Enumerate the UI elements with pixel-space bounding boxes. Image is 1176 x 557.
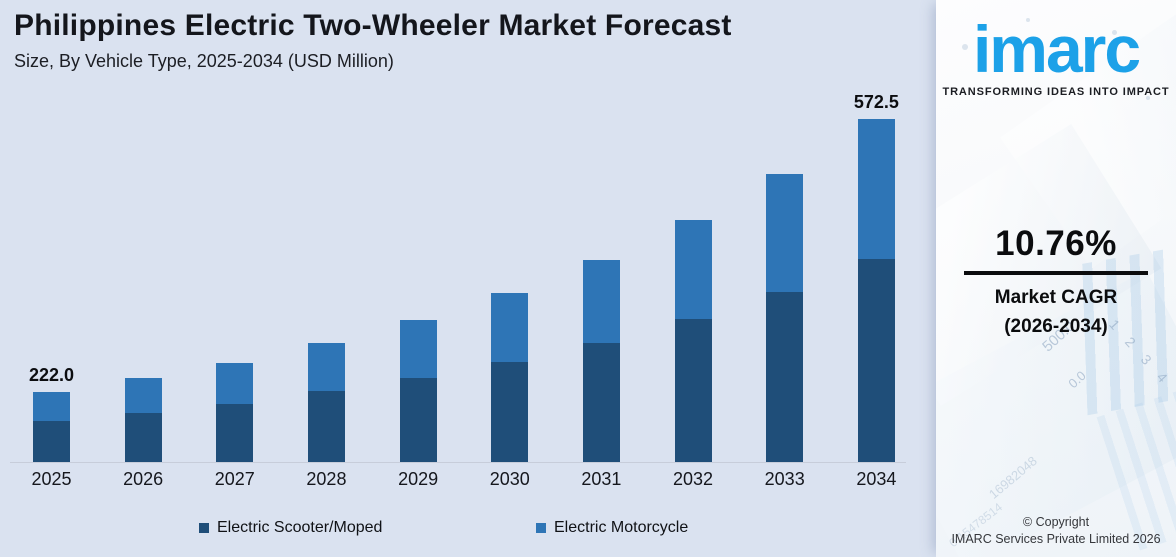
- x-axis-label-2031: 2031: [581, 469, 622, 489]
- bar-segment-scooter-2028: [307, 391, 345, 462]
- bar-2034: [857, 119, 895, 462]
- bar-segment-motorcycle-2026: [124, 378, 162, 413]
- bar-segment-motorcycle-2030: [491, 293, 529, 362]
- x-axis-label-2029: 2029: [398, 469, 439, 489]
- legend-marker-motorcycle-icon: [536, 523, 546, 533]
- imarc-logo-wordmark: imarc: [972, 12, 1141, 86]
- bar-2025: [33, 392, 70, 462]
- bar-segment-motorcycle-2032: [674, 220, 712, 319]
- bar-2033: [766, 174, 804, 462]
- watermark-text: 0.0: [1065, 367, 1089, 392]
- watermark-dot: [1026, 18, 1030, 22]
- cagr-block: 10.76% Market CAGR (2026-2034): [936, 224, 1176, 338]
- cagr-value: 10.76%: [995, 224, 1117, 263]
- legend-item-scooter: Electric Scooter/Moped: [199, 519, 382, 537]
- cagr-label: Market CAGR: [994, 287, 1118, 308]
- bar-segment-scooter-2032: [674, 319, 712, 462]
- bar-segment-scooter-2026: [124, 413, 162, 462]
- x-axis-label-2028: 2028: [306, 469, 347, 489]
- copyright-line1: © Copyright: [1022, 515, 1090, 529]
- x-axis-label-2025: 2025: [31, 469, 72, 489]
- cagr-period: (2026-2034): [1004, 316, 1108, 337]
- imarc-logo: imarc TRANSFORMING IDEAS INTO IMPACT: [936, 0, 1176, 98]
- x-axis-label-2032: 2032: [673, 469, 714, 489]
- cagr-underline: [964, 271, 1148, 275]
- watermark-dot: [1112, 30, 1117, 35]
- legend-item-motorcycle: Electric Motorcycle: [536, 519, 688, 537]
- bar-2030: [491, 293, 529, 462]
- x-axis-label-2027: 2027: [214, 469, 255, 489]
- bar-2028: [307, 343, 345, 462]
- bar-2029: [399, 320, 437, 462]
- value-label-2025: 222.0: [28, 365, 75, 385]
- page-subtitle: Size, By Vehicle Type, 2025-2034 (USD Mi…: [14, 51, 394, 71]
- bar-segment-motorcycle-2034: [857, 119, 895, 259]
- bar-segment-scooter-2033: [766, 292, 804, 462]
- legend-label-scooter: Electric Scooter/Moped: [217, 519, 383, 536]
- bar-segment-scooter-2025: [33, 421, 70, 462]
- bar-2031: [582, 260, 620, 462]
- bar-segment-motorcycle-2033: [766, 174, 804, 292]
- bar-segment-motorcycle-2029: [399, 320, 437, 378]
- x-axis-label-2034: 2034: [856, 469, 897, 489]
- bar-segment-motorcycle-2025: [33, 392, 70, 421]
- bar-segment-scooter-2031: [582, 343, 620, 462]
- watermark-text: 16982048: [985, 453, 1040, 502]
- brand-panel: 500.0 0.0 1 2 3 4 16982048 0.15478514 im…: [936, 0, 1176, 557]
- bar-2032: [674, 220, 712, 462]
- bar-segment-motorcycle-2028: [307, 343, 345, 391]
- copyright-line2: IMARC Services Private Limited 2026: [951, 532, 1161, 546]
- page-title: Philippines Electric Two-Wheeler Market …: [14, 9, 732, 42]
- x-axis-label-2033: 2033: [764, 469, 805, 489]
- value-label-2034: 572.5: [853, 92, 899, 112]
- bar-2026: [124, 378, 162, 462]
- x-axis-label-2030: 2030: [489, 469, 530, 489]
- bar-2027: [216, 363, 254, 462]
- copyright-notice: © Copyright IMARC Services Private Limit…: [936, 514, 1176, 548]
- chart-section: Philippines Electric Two-Wheeler Market …: [10, 9, 906, 537]
- imarc-logo-tagline: TRANSFORMING IDEAS INTO IMPACT: [942, 86, 1170, 98]
- legend-label-motorcycle: Electric Motorcycle: [554, 519, 689, 536]
- bar-segment-motorcycle-2027: [216, 363, 254, 404]
- bar-segment-motorcycle-2031: [582, 260, 620, 343]
- legend-marker-scooter-icon: [199, 523, 209, 533]
- bar-segment-scooter-2030: [491, 362, 529, 462]
- watermark-dot: [1146, 96, 1150, 100]
- bar-segment-scooter-2034: [857, 259, 895, 462]
- x-axis-label-2026: 2026: [123, 469, 164, 489]
- watermark-dot: [962, 44, 968, 50]
- plot-area: 2025 222.0 2026 2027 2028 2029 2030 2031 2032 203…: [10, 92, 906, 489]
- x-axis-line: [10, 462, 906, 463]
- bar-segment-scooter-2029: [399, 378, 437, 462]
- bar-segment-scooter-2027: [216, 404, 254, 462]
